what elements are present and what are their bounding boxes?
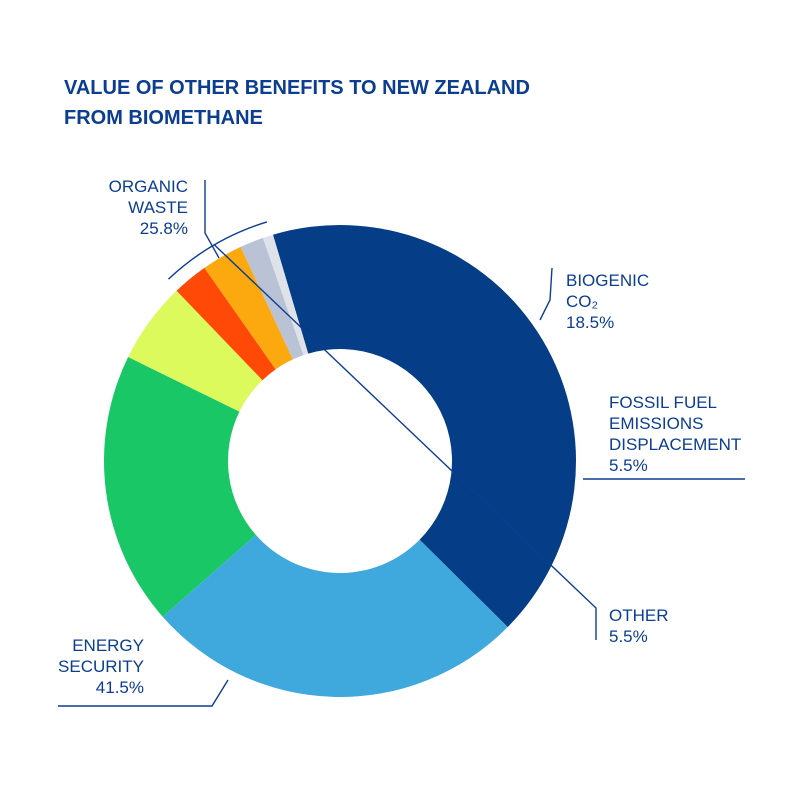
label-energy-security-line-2: SECURITY [58, 657, 144, 676]
slice-fossil-fuel [128, 290, 263, 412]
leader-organic-waste [204, 180, 220, 259]
label-organic-waste-line-1: ORGANIC [109, 177, 188, 196]
chart-title-line-2: FROM BIOMETHANE [64, 107, 263, 129]
leader-energy-security [58, 679, 229, 707]
label-biogenic-co2-line-1: BIOGENIC [566, 271, 649, 290]
label-organic-waste-line-2: WASTE [128, 198, 188, 217]
label-biogenic-co2-value: 18.5% [566, 313, 614, 332]
label-organic-waste-value: 25.8% [140, 219, 188, 238]
label-fossil-fuel-value: 5.5% [609, 456, 648, 475]
slice-labels: ENERGY SECURITY 41.5% ORGANIC WASTE 25.8% BIOG… [58, 177, 741, 697]
chart-title: VALUE OF OTHER BENEFITS TO NEW ZEALAND F… [64, 77, 530, 129]
leader-other [213, 244, 597, 640]
leader-lines [58, 180, 745, 707]
label-biogenic-co2-line-2: CO₂ [566, 292, 598, 311]
label-fossil-fuel-line-1: FOSSIL FUEL [609, 393, 717, 412]
slice-energy-security [272, 224, 576, 628]
chart-title-line-1: VALUE OF OTHER BENEFITS TO NEW ZEALAND [64, 77, 530, 99]
label-energy-security-line-1: ENERGY [72, 636, 144, 655]
slice-other-silver [240, 237, 304, 360]
slice-other-lightgray [262, 234, 309, 356]
label-other-value: 5.5% [609, 627, 648, 646]
label-other-line-1: OTHER [609, 606, 669, 625]
slice-biogenic-co2 [103, 357, 256, 617]
label-fossil-fuel-line-2: EMISSIONS [609, 414, 703, 433]
donut-slices [103, 224, 576, 697]
label-energy-security-value: 41.5% [96, 678, 144, 697]
label-fossil-fuel-line-3: DISPLACEMENT [609, 435, 741, 454]
slice-other-red [176, 267, 276, 381]
leader-biogenic-co2 [539, 267, 553, 321]
slice-other-orange [204, 246, 293, 370]
slice-organic-waste [162, 534, 508, 697]
